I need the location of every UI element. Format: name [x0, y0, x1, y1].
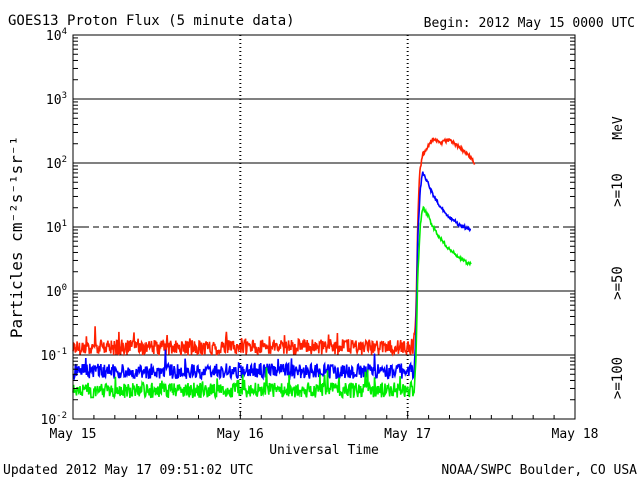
chart-title: GOES13 Proton Flux (5 minute data): [8, 13, 295, 29]
x-tick-label: May 17: [384, 427, 431, 442]
legend-label-ge10: >=10: [610, 173, 626, 207]
y-tick-label: 10-2: [41, 411, 68, 428]
legend-label-ge100: >=100: [610, 357, 626, 399]
x-axis-label: Universal Time: [269, 443, 379, 458]
series-layer: [72, 137, 476, 401]
y-tick-label: 100: [46, 283, 67, 300]
y-tick-label: 103: [46, 91, 67, 108]
y-tick-label: 10-1: [41, 347, 68, 364]
y-tick-label: 102: [46, 155, 67, 172]
x-tick-label: May 15: [50, 427, 97, 442]
unit-label-mev: MeV: [611, 116, 626, 140]
y-tick-label: 104: [46, 27, 67, 44]
y-tick-label: 101: [46, 219, 67, 236]
grid-layer: [73, 35, 575, 419]
credit-label: NOAA/SWPC Boulder, CO USA: [441, 463, 637, 478]
updated-timestamp: Updated 2012 May 17 09:51:02 UTC: [3, 463, 253, 478]
x-tick-label: May 16: [217, 427, 264, 442]
x-tick-label: May 18: [552, 427, 599, 442]
series-line-ge100: [72, 205, 472, 401]
series-line-ge50: [72, 171, 472, 382]
series-line-ge10: [72, 137, 476, 357]
legend-label-ge50: >=50: [610, 266, 626, 300]
begin-date-label: Begin: 2012 May 15 0000 UTC: [424, 16, 635, 31]
y-axis-label: Particles cm⁻²s⁻¹sr⁻¹: [7, 136, 26, 338]
